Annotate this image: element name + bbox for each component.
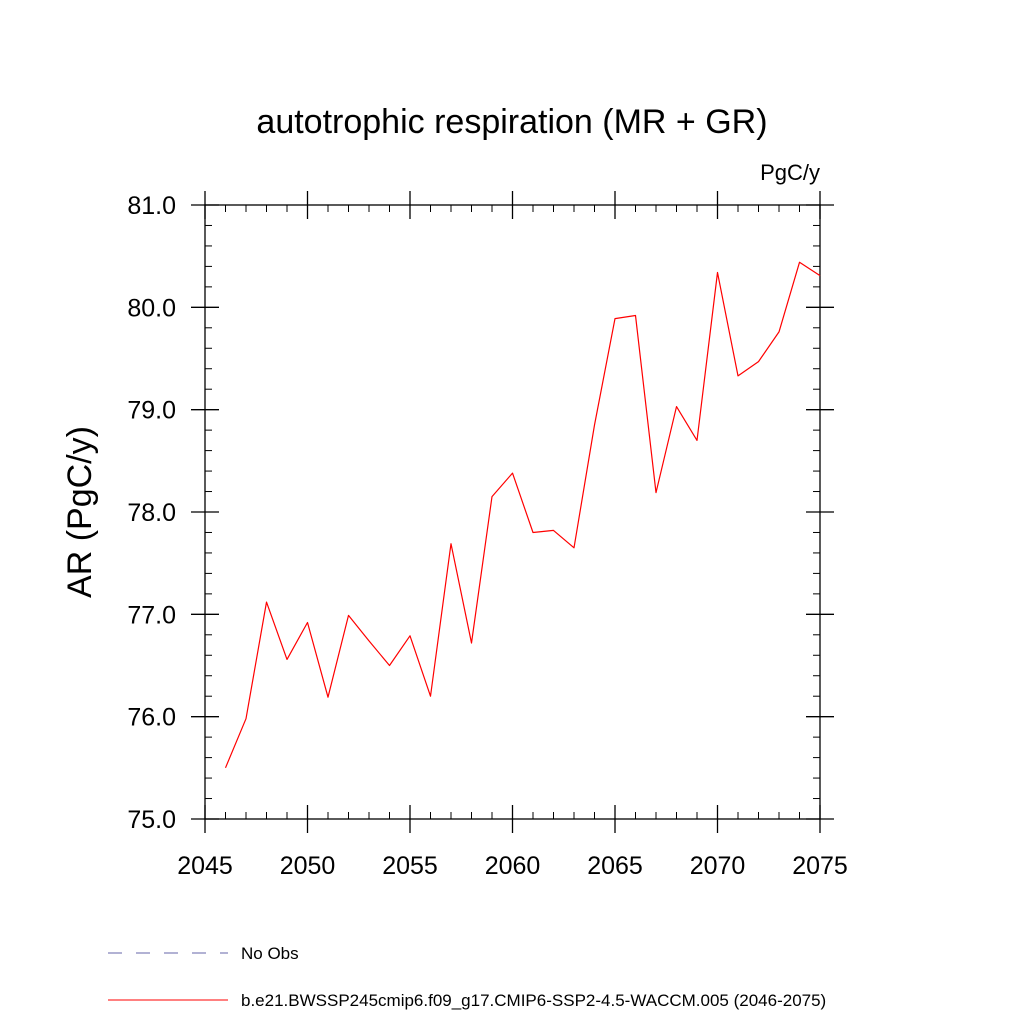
legend: No Obs b.e21.BWSSP245cmip6.f09_g17.CMIP6… bbox=[108, 944, 826, 1010]
plot-frame bbox=[204, 204, 821, 820]
y-tick-label: 75.0 bbox=[127, 806, 176, 834]
legend-label-no-obs: No Obs bbox=[241, 944, 299, 963]
x-tick-label: 2045 bbox=[177, 852, 233, 880]
chart-title: autotrophic respiration (MR + GR) bbox=[256, 103, 767, 141]
y-tick-label: 77.0 bbox=[127, 601, 176, 629]
x-tick-label: 2070 bbox=[690, 852, 746, 880]
series-line bbox=[224, 261, 821, 769]
y-tick-label: 76.0 bbox=[127, 704, 176, 732]
y-tick-label: 81.0 bbox=[127, 192, 176, 220]
y-tick-labels: 75.0 76.0 77.0 78.0 79.0 80.0 81.0 bbox=[127, 192, 176, 834]
minor-ticks bbox=[205, 205, 820, 819]
y-tick-label: 80.0 bbox=[127, 294, 176, 322]
x-tick-labels: 2045 2050 2055 2060 2065 2070 2075 bbox=[177, 852, 848, 880]
x-tick-label: 2075 bbox=[792, 852, 848, 880]
legend-label-series: b.e21.BWSSP245cmip6.f09_g17.CMIP6-SSP2-4… bbox=[241, 991, 826, 1010]
series-layer bbox=[224, 261, 821, 769]
x-tick-label: 2050 bbox=[280, 852, 336, 880]
y-axis-title: AR (PgC/y) bbox=[61, 426, 99, 598]
y-tick-label: 79.0 bbox=[127, 397, 176, 425]
x-tick-label: 2065 bbox=[587, 852, 643, 880]
x-tick-label: 2060 bbox=[485, 852, 541, 880]
units-label: PgC/y bbox=[760, 160, 820, 185]
x-tick-label: 2055 bbox=[382, 852, 438, 880]
y-tick-label: 78.0 bbox=[127, 499, 176, 527]
major-ticks bbox=[191, 191, 834, 833]
